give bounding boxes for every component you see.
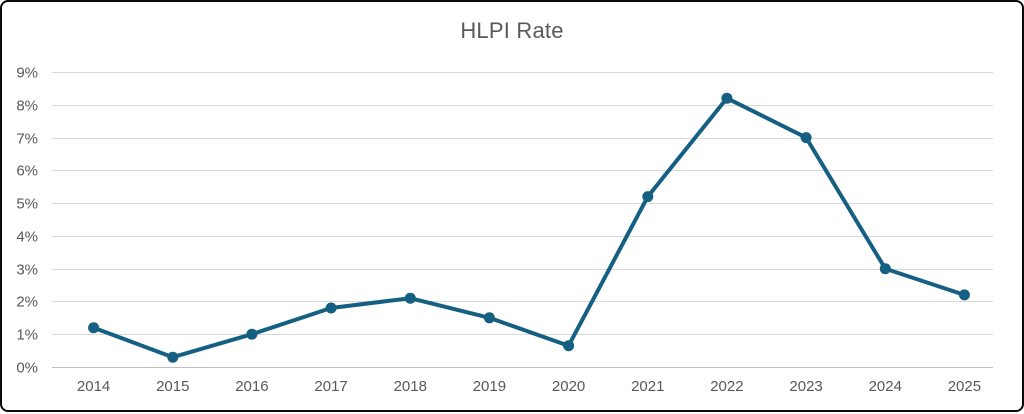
data-point-2014 [88,322,100,334]
y-axis-tick-label: 9% [16,65,38,82]
y-axis-tick-label: 2% [16,294,38,311]
y-axis-tick-label: 7% [16,131,38,148]
x-axis-tick-label: 2021 [631,378,664,395]
data-point-2017 [325,302,337,314]
x-axis-tick-label: 2020 [552,378,585,395]
data-point-2023 [800,132,812,144]
x-axis-tick-label: 2024 [869,378,902,395]
series-line [91,96,967,360]
data-point-2025 [958,289,970,301]
data-point-2016 [246,328,258,340]
x-axis-tick-label: 2018 [394,378,427,395]
x-axis-tick-label: 2023 [789,378,822,395]
x-axis-tick-label: 2017 [314,378,347,395]
x-axis-tick-label: 2016 [235,378,268,395]
y-axis-tick-label: 4% [16,229,38,246]
y-axis-tick-label: 0% [16,360,38,377]
data-point-2022 [721,92,733,104]
data-point-2024 [879,263,891,275]
x-axis-tick-label: 2025 [948,378,981,395]
x-axis-tick-label: 2014 [77,378,110,395]
y-axis-tick-label: 6% [16,163,38,180]
x-axis-tick-label: 2015 [156,378,189,395]
data-point-2018 [404,292,416,304]
data-point-2021 [642,191,654,203]
y-axis-tick-label: 8% [16,98,38,115]
x-axis-tick-label: 2019 [473,378,506,395]
y-axis-tick-label: 1% [16,327,38,344]
data-point-2015 [167,351,179,363]
y-axis-tick-label: 3% [16,262,38,279]
x-axis-tick-label: 2022 [710,378,743,395]
data-point-2019 [483,312,495,324]
y-axis-tick-label: 5% [16,196,38,213]
data-point-2020 [563,340,575,352]
